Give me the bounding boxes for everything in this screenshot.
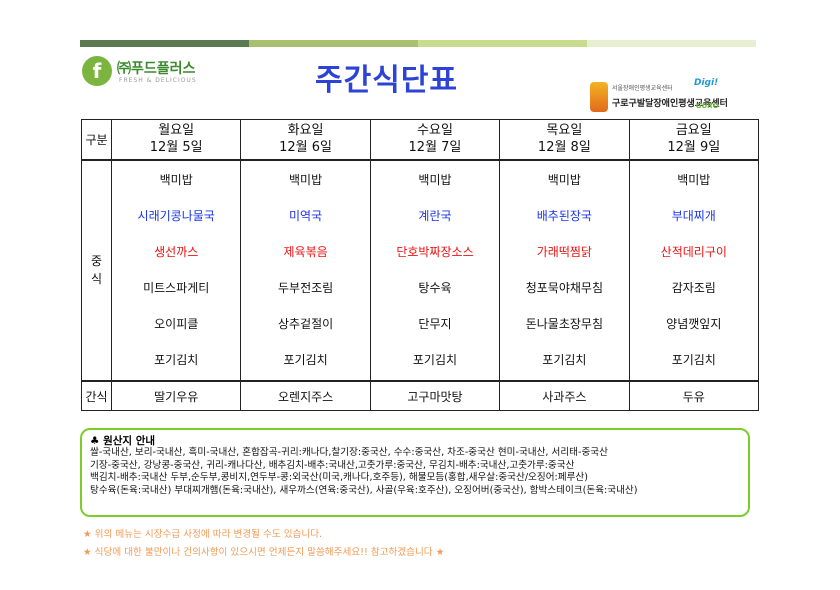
- lunch-row: 중 식 백미밥 시래기콩나물국 생선까스 미트스파게티 오이피클 포기김치 백미…: [81, 159, 760, 382]
- dish-main: 단호박짜장소스: [396, 245, 474, 260]
- dish-side: 양념깻잎지: [666, 317, 722, 332]
- dish-main: 제육볶음: [283, 245, 328, 260]
- dish-rice: 백미밥: [289, 173, 323, 188]
- dish-soup: 계란국: [418, 209, 452, 224]
- dish-soup: 시래기콩나물국: [137, 209, 215, 224]
- snack-cell: 사과주스: [499, 380, 630, 411]
- day-dishes: 백미밥 시래기콩나물국 생선까스 미트스파게티 오이피클 포기김치: [110, 159, 242, 382]
- dish-side: 두부전조림: [277, 281, 334, 296]
- company-tagline: FRESH & DELICIOUS: [119, 77, 197, 84]
- snack-cell: 고구마맛탕: [369, 380, 501, 411]
- note-line: ★ 위의 메뉴는 시장수급 사정에 따라 변경될 수도 있습니다.: [83, 526, 444, 544]
- day-header: 목요일 12월 8일: [499, 119, 630, 161]
- center-logo: 서울장애인평생교육센터 구로구발달장애인평생교육센터 Digi! GURO: [590, 78, 728, 116]
- dish-side: 청포묵야채무침: [525, 281, 603, 296]
- day-header: 월요일 12월 5일: [110, 119, 242, 161]
- dish-soup: 부대찌개: [671, 209, 716, 224]
- dish-side: 오이피클: [154, 317, 199, 332]
- snack-row: 간식 딸기우유 오렌지주스 고구마맛탕 사과주스 두유: [81, 380, 760, 411]
- day-dishes: 백미밥 부대찌개 산적데리구이 감자조림 양념깻잎지 포기김치: [628, 159, 760, 382]
- day-name: 금요일: [675, 123, 712, 139]
- dish-side: 상추겉절이: [277, 317, 334, 332]
- lunch-label: 중 식: [81, 159, 112, 382]
- day-date: 12월 5일: [149, 140, 203, 156]
- dish-rice: 백미밥: [418, 173, 452, 188]
- day-date: 12월 8일: [537, 140, 591, 156]
- snack-label: 간식: [81, 380, 112, 411]
- note-text: 위의 메뉴는 시장수급 사정에 따라 변경될 수도 있습니다.: [94, 529, 323, 540]
- bar-segment: [249, 40, 418, 47]
- origin-info-box: ♣ 원산지 안내 쌀-국내산, 보리-국내산, 흑미-국내산, 혼합잡곡-귀리:…: [80, 428, 750, 517]
- day-dishes: 백미밥 배추된장국 가래떡찜닭 청포묵야채무침 돈나물초장무침 포기김치: [499, 159, 630, 382]
- day-header: 화요일 12월 6일: [240, 119, 371, 161]
- day-name: 목요일: [546, 123, 583, 139]
- day-date: 12월 9일: [667, 140, 721, 156]
- lunch-label-char: 중: [90, 254, 103, 269]
- top-color-bar: [80, 40, 756, 47]
- snack-cell: 오렌지주스: [240, 380, 371, 411]
- dish-kimchi: 포기김치: [154, 353, 199, 368]
- star-icon: ★: [435, 547, 445, 558]
- weekly-menu-table: 구분 월요일 12월 5일 화요일 12월 6일 수요일 12월 7일 목요일 12월 …: [81, 119, 760, 411]
- dish-kimchi: 포기김치: [542, 353, 587, 368]
- dish-kimchi: 포기김치: [283, 353, 328, 368]
- origin-line: 탕수육(돈육:국내산) 부대찌개햄(돈육:국내산), 새우까스(연육:중국산),…: [90, 484, 638, 496]
- snack-cell: 두유: [628, 380, 760, 411]
- origin-line: 기장-중국산, 강낭콩-중국산, 귀리-캐나다산, 배추김치-배추:국내산,고춧…: [90, 459, 575, 471]
- company-logo: f ㈜푸드플러스 FRESH & DELICIOUS: [82, 56, 222, 92]
- dish-side: 탕수육: [418, 281, 452, 296]
- bar-segment: [418, 40, 587, 47]
- center-name: 구로구발달장애인평생교육센터: [612, 99, 728, 109]
- dish-soup: 미역국: [289, 209, 323, 224]
- dish-side: 돈나물초장무침: [525, 317, 603, 332]
- center-guro-text: GURO: [696, 102, 719, 110]
- dish-rice: 백미밥: [159, 173, 193, 188]
- star-icon: ★: [83, 529, 92, 540]
- dish-rice: 백미밥: [547, 173, 581, 188]
- snack-cell: 딸기우유: [110, 380, 242, 411]
- dish-main: 생선까스: [154, 245, 199, 260]
- note-line: ★ 식당에 대한 불만이나 건의사항이 있으시면 언제든지 말씀해주세요!! 참…: [83, 544, 444, 562]
- center-digi-text: Digi!: [694, 78, 719, 88]
- day-header: 금요일 12월 9일: [628, 119, 760, 161]
- notes: ★ 위의 메뉴는 시장수급 사정에 따라 변경될 수도 있습니다. ★ 식당에 …: [83, 526, 444, 562]
- center-mark-icon: [590, 82, 608, 112]
- page-title: 주간식단표: [315, 63, 458, 98]
- origin-line: 백김치-배추:국내산 두부,순두부,콩비지,연두부-콩:외국산(미국,캐나다,호…: [90, 472, 588, 484]
- day-dishes: 백미밥 계란국 단호박짜장소스 탕수육 단무지 포기김치: [369, 159, 501, 382]
- dish-side: 단무지: [418, 317, 452, 332]
- day-dishes: 백미밥 미역국 제육볶음 두부전조림 상추겉절이 포기김치: [240, 159, 371, 382]
- header-row: 구분 월요일 12월 5일 화요일 12월 6일 수요일 12월 7일 목요일 12월 …: [81, 119, 760, 161]
- day-name: 화요일: [287, 123, 324, 139]
- dish-soup: 배추된장국: [536, 209, 592, 224]
- day-date: 12월 7일: [408, 140, 462, 156]
- leaf-f-icon: f: [82, 56, 112, 86]
- dish-side: 감자조림: [671, 281, 716, 296]
- day-header: 수요일 12월 7일: [369, 119, 501, 161]
- note-text: 식당에 대한 불만이나 건의사항이 있으시면 언제든지 말씀해주세요!! 참고하…: [94, 547, 433, 558]
- dish-kimchi: 포기김치: [671, 353, 716, 368]
- dish-main: 산적데리구이: [660, 245, 727, 260]
- dish-kimchi: 포기김치: [412, 353, 458, 368]
- center-small-name: 서울장애인평생교육센터: [612, 85, 673, 92]
- origin-line: 쌀-국내산, 보리-국내산, 흑미-국내산, 혼합잡곡-귀리:캐나다,찰기장:중…: [90, 447, 608, 458]
- dish-side: 미트스파게티: [143, 281, 210, 296]
- origin-title: ♣ 원산지 안내: [90, 435, 156, 447]
- day-name: 수요일: [417, 123, 453, 139]
- bar-segment: [587, 40, 756, 47]
- dish-rice: 백미밥: [677, 173, 711, 188]
- dish-main: 가래떡찜닭: [536, 245, 592, 260]
- lunch-label-char: 식: [90, 272, 103, 287]
- day-date: 12월 6일: [279, 140, 333, 156]
- day-name: 월요일: [158, 123, 195, 139]
- corner-label: 구분: [81, 119, 112, 161]
- company-name: ㈜푸드플러스: [117, 61, 196, 77]
- star-icon: ★: [83, 547, 92, 558]
- bar-segment: [80, 40, 249, 47]
